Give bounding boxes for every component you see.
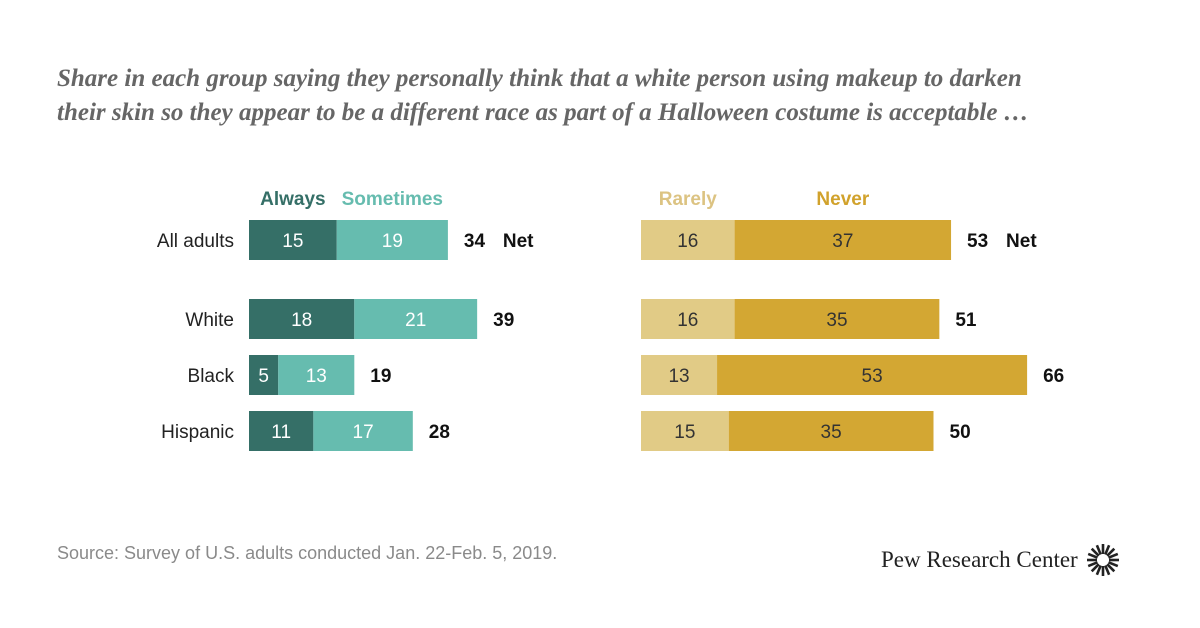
net-label-acceptable-black: 19 bbox=[370, 366, 391, 387]
legend-always: Always bbox=[260, 189, 325, 210]
category-label-white: White bbox=[185, 310, 234, 331]
bar-always-hispanic bbox=[249, 411, 314, 451]
logo-text: Pew Research Center bbox=[881, 547, 1078, 572]
bar-sometimes-all-adults bbox=[336, 220, 448, 260]
bar-never-white bbox=[734, 299, 940, 339]
net-label-acceptable-all-adults: 34 bbox=[464, 231, 486, 252]
net-label-not-acceptable-all-adults: 53 bbox=[967, 231, 988, 252]
data-label-never-all-adults: 37 bbox=[832, 231, 853, 252]
bar-always-black bbox=[249, 355, 279, 395]
sunburst-logo-icon bbox=[1086, 544, 1119, 576]
net-label-not-acceptable-black: 66 bbox=[1043, 366, 1064, 387]
bar-sometimes-white bbox=[354, 299, 478, 339]
net-label-acceptable-white: 39 bbox=[493, 310, 514, 331]
net-suffix-acceptable: Net bbox=[503, 231, 534, 252]
data-label-never-black: 53 bbox=[862, 366, 883, 387]
chart-title-line-2: their skin so they appear to be a differ… bbox=[57, 99, 1029, 126]
bar-sometimes-hispanic bbox=[313, 411, 413, 451]
category-label-hispanic: Hispanic bbox=[161, 422, 234, 443]
bar-rarely-black bbox=[641, 355, 718, 395]
bar-always-all-adults bbox=[249, 220, 337, 260]
data-label-sometimes-white: 21 bbox=[405, 310, 426, 331]
net-suffix-not-acceptable: Net bbox=[1006, 231, 1037, 252]
data-label-always-all-adults: 15 bbox=[282, 231, 303, 252]
bar-rarely-hispanic bbox=[641, 411, 729, 451]
net-label-not-acceptable-hispanic: 50 bbox=[950, 422, 971, 443]
legend-rarely: Rarely bbox=[659, 189, 718, 210]
data-label-sometimes-all-adults: 19 bbox=[382, 231, 403, 252]
chart-title: Share in each group saying they personal… bbox=[57, 62, 1157, 130]
net-label-not-acceptable-white: 51 bbox=[955, 310, 977, 331]
bar-never-all-adults bbox=[734, 220, 952, 260]
data-label-sometimes-hispanic: 17 bbox=[353, 422, 374, 443]
bar-always-white bbox=[249, 299, 355, 339]
net-label-acceptable-hispanic: 28 bbox=[429, 422, 450, 443]
category-label-all-adults: All adults bbox=[157, 231, 234, 252]
bar-sometimes-black bbox=[278, 355, 355, 395]
bar-rarely-white bbox=[641, 299, 735, 339]
category-label-black: Black bbox=[188, 366, 235, 387]
legend-never: Never bbox=[816, 189, 869, 210]
data-label-always-black: 5 bbox=[258, 366, 269, 387]
chart-title-line-1: Share in each group saying they personal… bbox=[57, 65, 1022, 92]
data-label-rarely-all-adults: 16 bbox=[677, 231, 698, 252]
data-label-sometimes-black: 13 bbox=[306, 366, 327, 387]
data-label-rarely-hispanic: 15 bbox=[674, 422, 695, 443]
data-label-never-hispanic: 35 bbox=[821, 422, 842, 443]
data-label-always-hispanic: 11 bbox=[271, 422, 291, 443]
data-label-rarely-white: 16 bbox=[677, 310, 698, 331]
legend-sometimes: Sometimes bbox=[342, 189, 443, 210]
data-label-never-white: 35 bbox=[826, 310, 847, 331]
source-note: Source: Survey of U.S. adults conducted … bbox=[57, 543, 558, 563]
data-label-rarely-black: 13 bbox=[668, 366, 689, 387]
bar-rarely-all-adults bbox=[641, 220, 735, 260]
pew-logo: Pew Research Center bbox=[881, 543, 1120, 577]
bar-never-black bbox=[717, 355, 1028, 395]
data-label-always-white: 18 bbox=[291, 310, 312, 331]
bar-never-hispanic bbox=[728, 411, 934, 451]
